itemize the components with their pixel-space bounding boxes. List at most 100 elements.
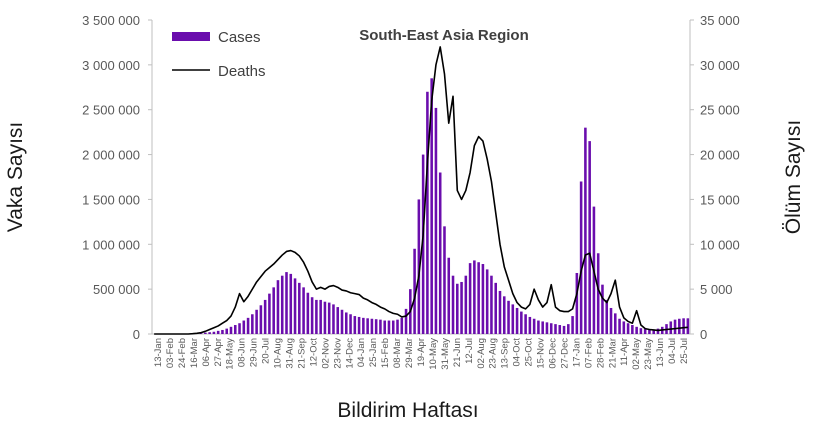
case-bar <box>601 284 604 334</box>
case-bar <box>490 275 493 334</box>
x-tick-label: 12-Oct <box>308 338 319 367</box>
chart-title: South-East Asia Region <box>359 27 528 44</box>
case-bar <box>545 322 549 334</box>
x-tick-label: 04-Jan <box>356 338 367 367</box>
x-tick-label: 25-Oct <box>524 338 535 367</box>
case-bar <box>332 304 335 334</box>
x-tick-label: 28-Feb <box>595 338 606 368</box>
case-bar <box>622 321 626 334</box>
case-bar <box>631 325 634 334</box>
case-bar <box>456 283 459 334</box>
case-bar <box>370 318 374 334</box>
x-tick-label: 13-Jan <box>153 338 164 367</box>
x-tick-label: 10-Aug <box>273 338 284 369</box>
case-bar <box>353 316 357 334</box>
case-bar <box>447 257 451 334</box>
case-bar <box>310 297 314 334</box>
x-tick-label: 06-Apr <box>201 338 212 367</box>
x-tick-label: 19-Apr <box>416 338 427 367</box>
case-bar <box>212 331 216 334</box>
case-bar <box>280 275 284 334</box>
case-bar <box>549 323 553 334</box>
case-bar <box>502 296 506 334</box>
case-bar <box>242 320 246 334</box>
case-bar <box>272 287 275 334</box>
case-bar <box>319 299 322 334</box>
y-tick-label: 3 500 000 <box>82 13 140 28</box>
case-bar <box>251 314 254 334</box>
case-bar <box>387 320 391 334</box>
case-bar <box>635 326 638 334</box>
legend-cases-swatch <box>172 32 210 41</box>
case-bar <box>588 141 591 334</box>
x-tick-label: 03-Feb <box>165 338 176 368</box>
case-bar <box>481 264 485 334</box>
x-tick-label: 15-Nov <box>536 338 547 369</box>
case-bar <box>520 311 523 334</box>
y2-tick-label: 15 000 <box>700 192 740 207</box>
case-bar <box>524 314 527 334</box>
case-bar <box>366 318 369 334</box>
y2-axis-ticks: 0 5 000 10 000 15 000 20 000 25 000 30 000 35 0… <box>690 13 740 342</box>
case-bar <box>485 269 489 334</box>
x-tick-label: 29-Mar <box>404 338 415 368</box>
case-bar <box>498 290 502 334</box>
case-bar <box>293 278 297 334</box>
legend: Cases Deaths <box>172 29 266 80</box>
case-bar <box>383 320 386 334</box>
case-bar <box>246 317 250 334</box>
case-bar <box>477 262 480 334</box>
x-tick-label: 27-Apr <box>213 338 224 367</box>
case-bar <box>554 324 557 334</box>
case-bar <box>323 301 327 334</box>
case-bar <box>289 273 293 334</box>
y2-tick-label: 20 000 <box>700 148 740 163</box>
case-bar <box>263 299 267 334</box>
case-bar <box>276 280 280 334</box>
case-bar <box>357 316 361 334</box>
case-bar <box>639 328 643 334</box>
case-bar <box>507 300 510 334</box>
case-bar <box>468 263 472 334</box>
case-bar <box>327 302 331 334</box>
case-bar <box>567 324 570 334</box>
case-bar <box>379 319 382 334</box>
case-bar <box>678 318 681 334</box>
x-axis-ticks: 13-Jan 03-Feb 24-Feb 16-Mar 06-Apr 27-Apr 18-M… <box>153 338 690 370</box>
x-tick-label: 25-Jan <box>368 338 379 367</box>
case-bar <box>618 318 621 334</box>
x-tick-label: 08-Mar <box>392 338 403 368</box>
case-bar <box>652 329 655 334</box>
case-bar <box>199 333 203 334</box>
case-bar <box>464 275 468 334</box>
case-bar <box>511 304 515 334</box>
case-bar <box>430 78 433 334</box>
x-tick-label: 17-Jan <box>571 338 582 367</box>
case-bar <box>340 309 344 334</box>
case-bar <box>315 299 318 334</box>
x-tick-label: 10-May <box>428 338 439 370</box>
case-bar <box>528 316 532 334</box>
case-bar <box>208 332 211 334</box>
x-tick-label: 02-Nov <box>320 338 331 369</box>
case-bar <box>434 107 438 334</box>
case-bar <box>532 318 536 334</box>
case-bar <box>686 318 690 334</box>
case-bar <box>306 292 310 334</box>
x-tick-label: 23-May <box>643 338 654 370</box>
y-tick-label: 500 000 <box>93 282 140 297</box>
y2-tick-label: 5 000 <box>700 282 733 297</box>
case-bar <box>443 226 446 334</box>
case-bar <box>575 272 579 334</box>
y2-axis-title: Ölüm Sayısı <box>782 120 805 234</box>
case-bar <box>285 272 288 334</box>
case-bar <box>537 320 540 334</box>
x-tick-label: 27-Dec <box>559 338 570 369</box>
x-tick-label: 13-Sep <box>500 338 511 369</box>
case-bar <box>404 308 408 334</box>
x-tick-label: 21-Sep <box>296 338 307 369</box>
case-bar <box>669 321 673 334</box>
x-tick-label: 24-Feb <box>177 338 188 368</box>
y-tick-label: 2 000 000 <box>82 148 140 163</box>
case-bar <box>673 319 677 334</box>
